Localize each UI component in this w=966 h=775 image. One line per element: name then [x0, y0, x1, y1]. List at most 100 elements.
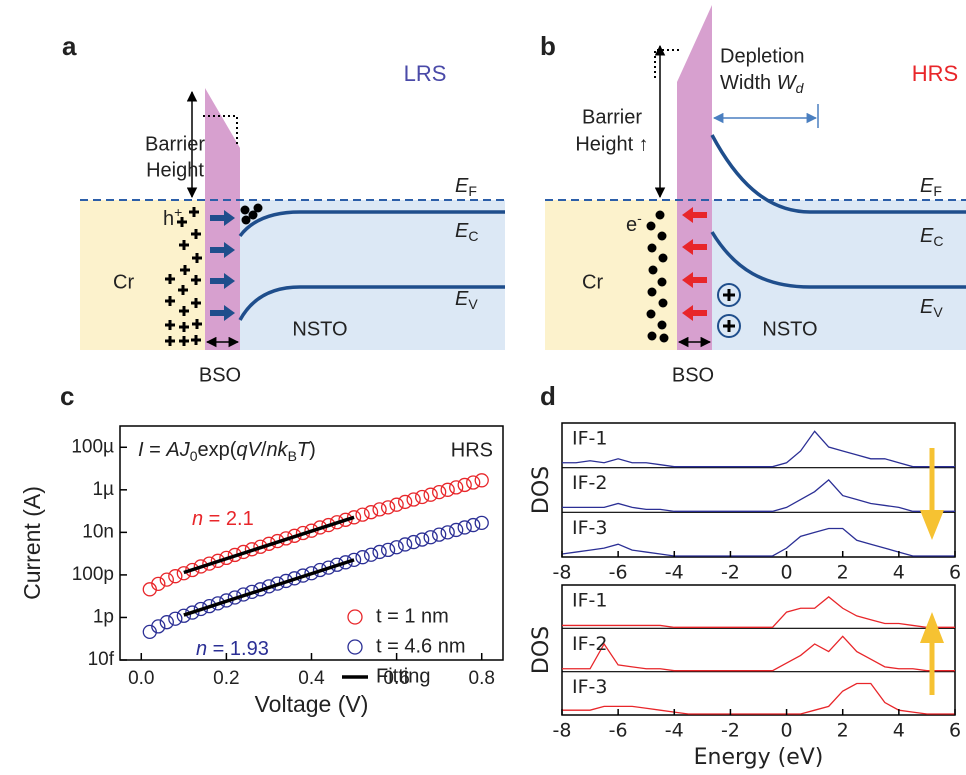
data-point [474, 473, 489, 488]
x-axis-label: Voltage (V) [255, 691, 369, 717]
x-tick-label: 6 [949, 720, 961, 742]
formula-part: I [138, 439, 144, 461]
hole [165, 320, 175, 330]
subscript: F [933, 183, 942, 199]
y-tick-label: 1p [93, 606, 114, 627]
superscript: + [174, 204, 182, 220]
donor [717, 283, 741, 307]
layer-label: BSO [199, 364, 241, 386]
data-point [397, 494, 413, 510]
x-tick-label: -4 [665, 720, 684, 742]
x-tick-label: 0.8 [469, 668, 495, 689]
fit-label-part: n [192, 508, 203, 530]
carrier-label: e- [626, 210, 642, 237]
formula-part: exp( [198, 439, 237, 461]
trace-label: IF-2 [572, 633, 607, 655]
band-label: EC [455, 220, 478, 243]
trace-label: IF-3 [572, 676, 607, 698]
formula-part: ) [309, 439, 316, 461]
data-point [440, 482, 455, 497]
hole [165, 336, 175, 346]
y-axis-label: Current (A) [19, 486, 45, 600]
data-point [363, 505, 379, 520]
symbol: E [455, 288, 469, 310]
dos-curve [562, 430, 955, 468]
electron [658, 298, 668, 308]
barrier-layer [677, 5, 712, 350]
subscript: C [468, 228, 478, 244]
x-tick-label: -4 [665, 562, 684, 584]
electron [240, 205, 250, 215]
oxide-region [240, 200, 505, 350]
hole [192, 319, 202, 329]
data-point [176, 566, 191, 581]
legend-label: t = 4.6 nm [376, 635, 466, 657]
ionized-donors [717, 283, 741, 338]
symbol: E [455, 220, 469, 242]
fit-label: n = 2.1 [192, 508, 254, 530]
y-tick-label: 1µ [92, 479, 114, 500]
state-label: HRS [451, 439, 493, 461]
electron [646, 221, 656, 231]
carrier-arrow [682, 207, 707, 223]
formula-part: = [144, 439, 167, 461]
hole [191, 335, 201, 345]
electron [655, 210, 665, 220]
x-tick-label: 6 [949, 562, 961, 584]
band-label: EF [455, 175, 477, 198]
hole [180, 265, 190, 275]
formula: I = AJ0exp(qV/nkBT) [138, 439, 316, 463]
y-axis-label: DOS [529, 466, 554, 514]
electron [253, 203, 263, 213]
data-point [151, 576, 166, 591]
state-label: LRS [404, 61, 447, 86]
band-label: EV [455, 288, 478, 311]
data-point [355, 550, 370, 565]
oxide-label: NSTO [292, 318, 347, 340]
data-point [440, 525, 455, 540]
hole [178, 285, 188, 295]
electron [657, 277, 667, 287]
data-point [380, 500, 396, 515]
data-point [466, 517, 481, 533]
barrier-corner [203, 115, 238, 146]
barrier-label: Barrier [582, 106, 642, 128]
hole [179, 240, 189, 250]
fit-label-part: n [196, 638, 207, 660]
trace-label: IF-1 [572, 590, 607, 612]
y-axis-label: DOS [529, 626, 554, 674]
x-axis-label: Energy (eV) [694, 745, 824, 770]
data-point [432, 484, 447, 500]
x-tick-label: 0.4 [298, 668, 325, 689]
conduction-band [710, 134, 966, 214]
data-point [151, 619, 166, 634]
data-point [432, 527, 447, 542]
legend-swatch [347, 609, 363, 625]
carrier-arrow [682, 272, 707, 288]
carrier-arrows [682, 207, 707, 321]
dos-curve [562, 595, 955, 628]
electron [658, 253, 668, 263]
data-point [142, 582, 157, 597]
data-point [380, 542, 396, 558]
hole [165, 274, 175, 284]
dos-curve [561, 527, 955, 557]
subscript: V [933, 304, 943, 320]
electron [657, 231, 667, 241]
panel-label: a [62, 31, 77, 61]
data-point [397, 537, 413, 552]
formula-part: T [297, 439, 311, 461]
fit-label-part: = 2.1 [203, 508, 254, 530]
formula-part: B [288, 448, 297, 464]
depletion-label: Depletion [720, 45, 805, 67]
data-point [355, 507, 370, 522]
data-point [346, 552, 362, 568]
hole [191, 229, 201, 239]
data-point [363, 547, 379, 562]
trend-arrow-head [920, 510, 944, 540]
layer-label: BSO [672, 364, 714, 386]
carrier-arrow [210, 242, 235, 258]
data-point [449, 480, 464, 495]
trend-arrow-head [920, 612, 944, 643]
panel-a: a LRS Barrier Height EF EC EV h+ Cr NSTO… [62, 31, 505, 386]
